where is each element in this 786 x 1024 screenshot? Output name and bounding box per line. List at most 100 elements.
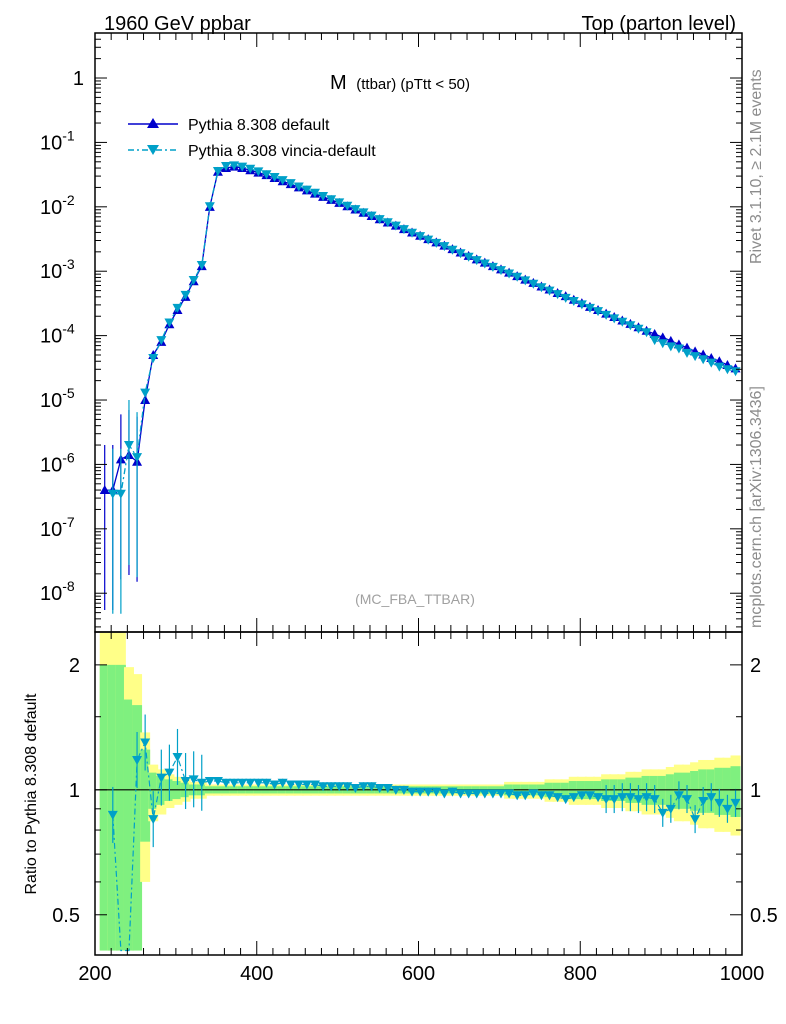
data-point-triangle-down [633, 324, 644, 334]
ratio-ytick-label-left: 1 [69, 780, 80, 802]
ratio-point-triangle-down [164, 768, 175, 778]
band-1sigma [665, 774, 676, 807]
data-point-triangle-down [382, 218, 393, 228]
ratio-point-triangle-down [601, 795, 612, 805]
band-1sigma [99, 664, 110, 951]
data-point-triangle-down [495, 266, 506, 276]
xtick-label: 600 [402, 963, 435, 985]
ratio-point-triangle-down [358, 782, 369, 792]
data-point-triangle-down [140, 388, 151, 398]
ratio-point-triangle-down [512, 791, 523, 801]
xtick-label: 1000 [720, 963, 765, 985]
ratio-point-triangle-down [690, 815, 701, 825]
data-point-triangle-down [366, 211, 377, 221]
ratio-point-triangle-down [584, 791, 595, 801]
ratio-point-triangle-down [657, 808, 668, 818]
ratio-point-triangle-down [382, 784, 393, 794]
ytick-label: 10-1 [40, 127, 75, 154]
ratio-point-triangle-down [309, 780, 320, 790]
plot-title-main: M [330, 72, 347, 94]
data-point-triangle-down [714, 362, 725, 372]
ytick-label: 10-3 [40, 256, 75, 283]
data-point-triangle-down [301, 185, 312, 195]
ratio-point-triangle-down [520, 791, 531, 801]
data-point-triangle-down [326, 195, 337, 205]
ratio-series [107, 714, 741, 952]
data-point-triangle-down [560, 293, 571, 303]
ratio-point-triangle-down [140, 738, 151, 748]
ytick-label: 10-7 [40, 514, 75, 541]
data-point-triangle-down [528, 279, 539, 289]
ratio-point-triangle-down [682, 795, 693, 805]
data-point-triangle-down [584, 303, 595, 313]
ratio-point-triangle-down [407, 787, 418, 797]
data-point-triangle-down [657, 339, 668, 349]
band-1sigma [132, 705, 143, 951]
legend-label-vincia: Pythia 8.308 vincia-default [188, 143, 376, 160]
ratio-ytick-label-left: 2 [69, 655, 80, 677]
data-point-triangle-down [512, 272, 523, 282]
ratio-point-triangle-down [463, 789, 474, 799]
plot-title: M (ttbar) (pTtt < 50) [330, 72, 470, 94]
data-point-triangle-down [552, 290, 563, 300]
data-point-triangle-down [342, 201, 353, 211]
ratio-point-triangle-down [366, 782, 377, 792]
data-point-triangle-down [358, 208, 369, 218]
legend-label-default: Pythia 8.308 default [188, 117, 330, 134]
xtick-label: 800 [564, 963, 597, 985]
data-point-triangle-down [455, 249, 466, 259]
plot-title-sub: (ttbar) (pTtt < 50) [356, 76, 470, 93]
data-point-triangle-down [463, 252, 474, 262]
data-point-triangle-down [698, 355, 709, 365]
ratio-point-triangle-down [334, 782, 345, 792]
ratio-point-triangle-down [180, 777, 191, 787]
data-point-triangle-down [390, 221, 401, 231]
main-plot-series [99, 161, 741, 614]
data-point-triangle-down [625, 321, 636, 331]
data-point-triangle-down [237, 162, 248, 172]
ratio-point-triangle-down [706, 793, 717, 803]
ratio-point-triangle-down [495, 789, 506, 799]
ratio-point-triangle-down [673, 791, 684, 801]
ratio-point-triangle-down [576, 791, 587, 801]
ratio-point-triangle-down [479, 789, 490, 799]
ratio-point-triangle-down [617, 793, 628, 803]
data-point-triangle-down [293, 182, 304, 192]
legend-marker-triangle-up [147, 118, 159, 128]
ratio-point-triangle-down [326, 782, 337, 792]
ratio-point-triangle-down [196, 778, 207, 788]
ytick-label: 10-2 [40, 192, 75, 219]
data-point-triangle-down [576, 300, 587, 310]
data-point-triangle-down [221, 162, 232, 172]
ratio-point-triangle-down [665, 804, 676, 814]
legend-marker-triangle-down [147, 145, 159, 155]
legend: Pythia 8.308 default Pythia 8.308 vincia… [128, 117, 376, 160]
ratio-point-triangle-down [204, 777, 215, 787]
ratio-point-triangle-down [107, 810, 118, 820]
data-point-triangle-down [172, 303, 183, 313]
data-point-triangle-down [212, 166, 223, 176]
data-point-triangle-down [520, 276, 531, 286]
ratio-point-triangle-down [229, 778, 240, 788]
band-1sigma [140, 749, 151, 842]
data-point-triangle-down [439, 242, 450, 252]
data-point-triangle-down [269, 173, 280, 183]
data-point-triangle-down [682, 348, 693, 358]
ratio-point-triangle-down [641, 793, 652, 803]
ratio-point-triangle-down [398, 785, 409, 795]
data-point-triangle-down [334, 198, 345, 208]
ratio-point-triangle-down [625, 793, 636, 803]
ratio-point-triangle-down [528, 789, 539, 799]
ytick-label: 10-5 [40, 385, 75, 412]
data-point-triangle-down [285, 179, 296, 189]
ratio-point-triangle-down [455, 789, 466, 799]
ratio-point-triangle-down [714, 798, 725, 808]
data-point-triangle-down [601, 310, 612, 320]
data-point-triangle-up [649, 328, 660, 338]
ratio-point-triangle-down [253, 778, 264, 788]
legend-entry-vincia: Pythia 8.308 vincia-default [128, 143, 376, 160]
ratio-point-triangle-down [609, 795, 620, 805]
data-point-triangle-down [245, 164, 256, 174]
ratio-point-triangle-down [285, 780, 296, 790]
ratio-point-triangle-down [552, 793, 563, 803]
